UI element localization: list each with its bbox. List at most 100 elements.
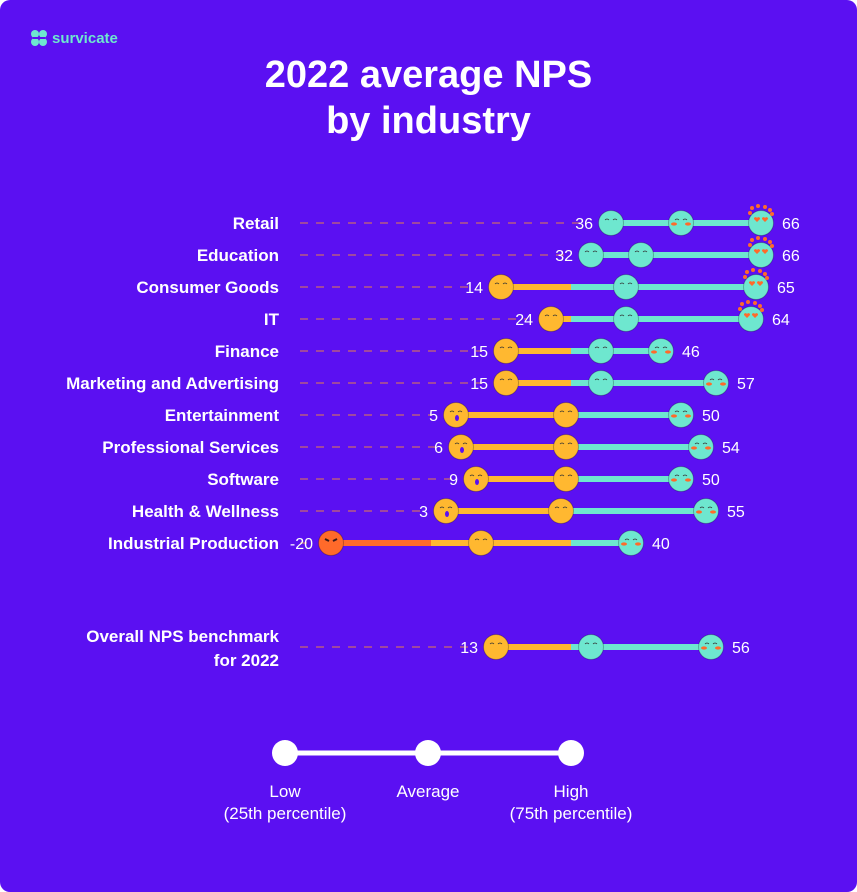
row-label: Retail [233, 214, 279, 233]
closed-eyes [634, 250, 648, 253]
low-face-marker [493, 338, 519, 364]
avg-face-marker [553, 434, 579, 460]
legend-label: (25th percentile) [224, 804, 347, 823]
low-value-label: 24 [515, 312, 533, 329]
face-circle [693, 498, 719, 524]
floating-heart [753, 301, 757, 305]
low-face-marker [578, 242, 604, 268]
sweat-drop [460, 447, 464, 453]
floating-heart [745, 270, 749, 274]
low-face-marker [483, 634, 509, 660]
row-label: IT [264, 310, 280, 329]
logo-text: survicate [52, 29, 118, 47]
floating-heart [751, 268, 755, 272]
title-line-2: by industry [326, 100, 531, 142]
blush [715, 646, 721, 650]
low-value-label: 14 [465, 280, 483, 297]
blush [685, 478, 691, 482]
closed-eyes [624, 538, 638, 541]
closed-eyes [474, 538, 488, 541]
low-face-marker [538, 306, 564, 332]
high-face-marker [738, 300, 764, 332]
closed-eyes [594, 346, 608, 349]
avg-face-marker [668, 210, 694, 236]
face-circle [598, 210, 624, 236]
floating-heart [770, 244, 774, 248]
low-face-marker [463, 466, 489, 492]
closed-eyes [604, 218, 618, 221]
low-face-marker [493, 370, 519, 396]
sweat-drop [445, 511, 449, 517]
face-circle [433, 498, 459, 524]
face-circle [493, 338, 519, 364]
row-label: Finance [215, 342, 279, 361]
face-circle [493, 370, 519, 396]
face-circle [738, 306, 764, 332]
low-value-label: 32 [555, 248, 573, 265]
high-face-marker [748, 204, 774, 236]
high-value-label: 66 [782, 216, 800, 233]
closed-eyes [619, 282, 633, 285]
avg-face-marker [613, 274, 639, 300]
title-line-1: 2022 average NPS [264, 54, 593, 96]
row-label: for 2022 [214, 651, 279, 670]
legend-marker [272, 740, 298, 766]
face-circle [588, 338, 614, 364]
blush [685, 222, 691, 226]
low-value-label: -20 [290, 536, 313, 553]
floating-heart [768, 240, 772, 244]
blush [705, 446, 711, 450]
closed-eyes [454, 442, 468, 445]
closed-eyes [469, 474, 483, 477]
legend-marker [558, 740, 584, 766]
blush [691, 446, 697, 450]
legend-label: (75th percentile) [510, 804, 633, 823]
closed-eyes [559, 474, 573, 477]
face-circle [743, 274, 769, 300]
legend-label: High [554, 782, 589, 801]
closed-eyes [559, 410, 573, 413]
closed-eyes [594, 378, 608, 381]
face-circle [483, 634, 509, 660]
face-circle [588, 370, 614, 396]
high-face-marker [688, 434, 714, 460]
face-circle [548, 498, 574, 524]
face-circle [668, 402, 694, 428]
chart-title: 2022 average NPS by industry [0, 52, 857, 144]
blush [665, 350, 671, 354]
high-value-label: 46 [682, 344, 700, 361]
face-circle [688, 434, 714, 460]
floating-heart [738, 307, 742, 311]
low-value-label: 9 [449, 472, 458, 489]
survicate-logo-icon [31, 30, 47, 46]
angry-eyes [324, 538, 338, 542]
floating-heart [746, 300, 750, 304]
high-value-label: 50 [702, 408, 720, 425]
low-value-label: 36 [575, 216, 593, 233]
survicate-logo: survicate [30, 29, 118, 47]
floating-heart [756, 236, 760, 240]
floating-heart [765, 276, 769, 280]
face-circle [488, 274, 514, 300]
high-value-label: 66 [782, 248, 800, 265]
heart-eye [756, 281, 764, 286]
face-circle [443, 402, 469, 428]
floating-heart [760, 308, 764, 312]
closed-eyes [674, 218, 688, 221]
avg-face-marker [553, 466, 579, 492]
floating-heart [768, 208, 772, 212]
floating-heart [758, 304, 762, 308]
high-face-marker [693, 498, 719, 524]
legend-label: Average [396, 782, 459, 801]
avg-face-marker [468, 530, 494, 556]
high-face-marker [703, 370, 729, 396]
high-face-marker [648, 338, 674, 364]
face-circle [613, 306, 639, 332]
face-circle [578, 634, 604, 660]
heart-eye [751, 313, 759, 318]
closed-eyes [494, 282, 508, 285]
closed-eyes [699, 506, 713, 509]
floating-heart [758, 269, 762, 273]
avg-face-marker [553, 402, 579, 428]
